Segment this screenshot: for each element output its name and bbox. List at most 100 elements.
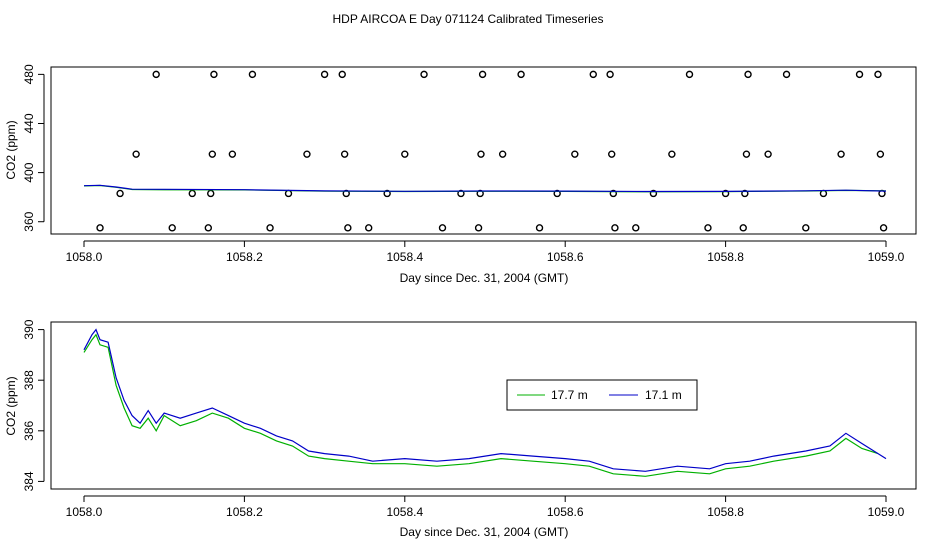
scatter-point	[876, 150, 885, 158]
y-tick-label: 386	[22, 420, 36, 440]
scatter-point	[474, 224, 483, 232]
scatter-point	[132, 150, 140, 158]
legend-label-17-1: 17.1 m	[645, 388, 682, 402]
x-tick-label: 1058.4	[386, 505, 423, 519]
scatter-point	[741, 189, 749, 198]
scatter-point	[609, 189, 618, 198]
scatter-point	[704, 224, 712, 232]
scatter-point	[438, 224, 447, 232]
scatter-point	[874, 70, 882, 79]
scatter-point	[420, 70, 428, 79]
scatter-point	[457, 189, 465, 198]
scatter-point	[284, 189, 293, 198]
top-plot-frame	[50, 66, 917, 235]
scatter-point	[365, 224, 373, 232]
top-points	[96, 70, 888, 232]
y-tick-label: 360	[22, 211, 36, 231]
series-line-17-7-m	[83, 333, 879, 477]
scatter-point	[742, 150, 751, 158]
scatter-point	[228, 150, 237, 158]
scatter-point	[207, 189, 215, 198]
scatter-point	[685, 70, 694, 79]
scatter-point	[879, 224, 888, 232]
scatter-point	[819, 189, 828, 198]
y-tick-label: 400	[22, 162, 36, 182]
scatter-point	[739, 224, 747, 232]
scatter-point	[721, 189, 730, 198]
scatter-point	[589, 70, 597, 79]
scatter-point	[782, 70, 791, 79]
x-tick-label: 1058.8	[707, 505, 744, 519]
scatter-point	[535, 224, 544, 232]
x-tick-label: 1058.2	[226, 250, 263, 264]
bottom-x-label: Day since Dec. 31, 2004 (GMT)	[400, 525, 569, 539]
scatter-point	[152, 70, 160, 79]
scatter-point	[204, 224, 213, 232]
top-y-label: CO2 (ppm)	[4, 120, 18, 179]
y-tick-label: 390	[22, 319, 36, 339]
x-tick-label: 1059.0	[868, 250, 905, 264]
scatter-point	[632, 224, 640, 232]
scatter-point	[477, 150, 485, 158]
x-tick-label: 1059.0	[868, 505, 905, 519]
scatter-point	[338, 70, 346, 79]
chart-title: HDP AIRCOA E Day 071124 Calibrated Times…	[332, 12, 603, 26]
scatter-point	[188, 189, 196, 198]
y-tick-label: 480	[22, 64, 36, 84]
bottom-panel: 1058.0 1058.2 1058.4 1058.6 1058.8 1059.0 384…	[4, 319, 917, 539]
scatter-point	[802, 224, 810, 232]
y-tick-label: 440	[22, 113, 36, 133]
legend-label-17-7: 17.7 m	[551, 388, 588, 402]
scatter-point	[837, 150, 845, 158]
x-tick-label: 1058.2	[226, 505, 263, 519]
series-line-17-1-m	[83, 184, 887, 193]
scatter-point	[668, 150, 676, 158]
scatter-point	[266, 224, 274, 232]
legend: 17.7 m 17.1 m	[506, 379, 698, 411]
scatter-point	[571, 150, 579, 158]
x-tick-label: 1058.8	[707, 250, 744, 264]
series-line-17-1-m	[83, 328, 887, 472]
scatter-point	[320, 70, 329, 79]
top-x-label: Day since Dec. 31, 2004 (GMT)	[400, 271, 569, 285]
scatter-point	[553, 189, 561, 198]
scatter-point	[344, 224, 352, 232]
bottom-y-label: CO2 (ppm)	[4, 376, 18, 435]
scatter-point	[606, 70, 614, 79]
scatter-point	[383, 189, 391, 198]
scatter-point	[517, 70, 525, 79]
y-tick-label: 384	[22, 471, 36, 491]
scatter-point	[248, 70, 257, 79]
scatter-point	[744, 70, 752, 79]
scatter-point	[764, 150, 772, 158]
scatter-point	[401, 150, 409, 158]
top-panel: 1058.0 1058.2 1058.4 1058.6 1058.8 1059.0 360…	[4, 64, 917, 285]
scatter-point	[116, 189, 124, 198]
bottom-plot-frame	[50, 321, 917, 490]
x-tick-label: 1058.0	[66, 505, 103, 519]
bottom-y-axis: 384 386 388 390	[22, 319, 45, 491]
scatter-point	[608, 150, 616, 158]
scatter-point	[649, 189, 658, 198]
top-lines	[83, 184, 887, 193]
scatter-point	[611, 224, 619, 232]
scatter-point	[303, 150, 311, 158]
y-tick-label: 388	[22, 370, 36, 390]
scatter-point	[96, 224, 104, 232]
x-tick-label: 1058.6	[547, 505, 584, 519]
bottom-lines	[83, 328, 887, 477]
top-y-axis: 360 400 440 480	[22, 64, 45, 232]
scatter-point	[855, 70, 864, 79]
x-tick-label: 1058.0	[66, 250, 103, 264]
scatter-point	[498, 150, 507, 158]
scatter-point	[340, 150, 349, 158]
top-x-axis: 1058.0 1058.2 1058.4 1058.6 1058.8 1059.0	[66, 240, 905, 264]
scatter-point	[210, 70, 218, 79]
scatter-point	[478, 70, 487, 79]
scatter-point	[168, 224, 176, 232]
bottom-x-axis: 1058.0 1058.2 1058.4 1058.6 1058.8 1059.0	[66, 495, 905, 519]
x-tick-label: 1058.4	[386, 250, 423, 264]
scatter-point	[208, 150, 217, 158]
x-tick-label: 1058.6	[547, 250, 584, 264]
